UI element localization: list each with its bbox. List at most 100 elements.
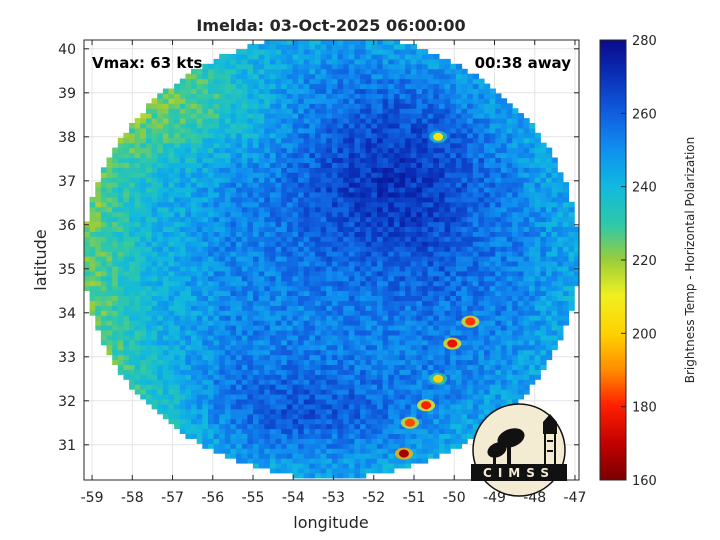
- swath-cell: [377, 256, 384, 262]
- swath-cell: [360, 34, 366, 40]
- swath-cell: [140, 369, 147, 375]
- swath-cell: [275, 315, 282, 321]
- swath-cell: [365, 177, 372, 183]
- swath-cell: [416, 123, 423, 129]
- swath-cell: [146, 123, 153, 129]
- swath-cell: [309, 93, 316, 99]
- swath-cell: [253, 123, 260, 129]
- swath-cell: [117, 349, 124, 356]
- swath-cell: [382, 408, 389, 415]
- swath-cell: [196, 177, 203, 183]
- swath-cell: [354, 463, 361, 469]
- swath-cell: [253, 325, 260, 331]
- swath-cell: [326, 251, 333, 257]
- swath-cell: [292, 458, 299, 464]
- swath-cell: [253, 315, 260, 321]
- swath-cell: [365, 418, 372, 425]
- swath-cell: [236, 295, 243, 301]
- swath-cell: [117, 231, 124, 237]
- swath-cell: [179, 413, 186, 420]
- swath-cell: [202, 428, 209, 434]
- swath-cell: [416, 344, 423, 351]
- swath-cell: [444, 394, 451, 400]
- swath-cell: [410, 389, 417, 395]
- swath-cell: [393, 88, 401, 94]
- swath-cell: [146, 246, 153, 252]
- swath-cell: [269, 68, 277, 75]
- swath-cell: [275, 374, 282, 380]
- swath-cell: [348, 211, 355, 218]
- swath-cell: [140, 113, 147, 119]
- swath-cell: [179, 369, 186, 375]
- swath-cell: [241, 275, 248, 282]
- swath-cell: [117, 310, 124, 316]
- swath-cell: [303, 458, 310, 464]
- swath-cell: [365, 182, 372, 188]
- swath-cell: [100, 201, 108, 208]
- swath-cell: [416, 132, 423, 139]
- swath-cell: [399, 384, 406, 390]
- swath-cell: [95, 231, 102, 237]
- swath-cell: [258, 241, 265, 247]
- swath-cell: [208, 78, 215, 85]
- swath-cell: [219, 270, 226, 277]
- swath-cell: [393, 438, 401, 444]
- swath-cell: [365, 285, 372, 292]
- swath-cell: [185, 221, 192, 227]
- swath-cell: [382, 265, 389, 272]
- swath-cell: [416, 196, 423, 203]
- swath-cell: [275, 44, 282, 50]
- swath-cell: [281, 438, 288, 444]
- swath-cell: [281, 108, 288, 114]
- swath-cell: [236, 88, 243, 94]
- swath-cell: [444, 443, 451, 449]
- swath-cell: [208, 142, 215, 149]
- swath-cell: [151, 251, 158, 257]
- swath-cell: [106, 330, 113, 336]
- swath-cell: [253, 275, 260, 282]
- swath-cell: [151, 364, 158, 370]
- swath-cell: [303, 78, 310, 85]
- swath-cell: [354, 206, 361, 213]
- swath-cell: [427, 334, 434, 341]
- swath-cell: [247, 93, 254, 99]
- swath-cell: [129, 379, 136, 385]
- swath-cell: [393, 167, 401, 173]
- swath-cell: [213, 103, 220, 109]
- swath-cell: [269, 103, 277, 109]
- swath-cell: [292, 167, 299, 173]
- swath-cell: [247, 305, 254, 311]
- swath-cell: [360, 265, 367, 272]
- swath-cell: [388, 246, 395, 252]
- swath-cell: [354, 147, 361, 154]
- swath-cell: [134, 157, 141, 163]
- swath-cell: [134, 241, 141, 247]
- swath-cell: [253, 394, 260, 400]
- swath-cell: [123, 177, 130, 183]
- swath-cell: [439, 403, 446, 410]
- swath-cell: [253, 147, 260, 154]
- swath-cell: [202, 384, 209, 390]
- swath-cell: [236, 270, 243, 277]
- swath-cell: [286, 211, 293, 218]
- swath-cell: [303, 147, 310, 154]
- swath-cell: [354, 73, 361, 80]
- swath-cell: [433, 285, 440, 292]
- swath-cell: [219, 196, 226, 203]
- swath-cell: [123, 221, 130, 227]
- swath-cell: [185, 187, 192, 193]
- swath-cell: [320, 196, 327, 203]
- swath-cell: [151, 206, 158, 213]
- swath-cell: [439, 206, 446, 213]
- swath-cell: [168, 127, 175, 134]
- swath-cell: [444, 364, 451, 370]
- swath-cell: [157, 206, 164, 213]
- swath-cell: [208, 330, 215, 336]
- swath-cell: [84, 251, 91, 257]
- swath-cell: [292, 275, 299, 282]
- swath-cell: [275, 201, 282, 208]
- swath-cell: [140, 147, 147, 154]
- swath-cell: [292, 463, 299, 469]
- swath-cell: [422, 192, 429, 198]
- swath-cell: [439, 285, 446, 292]
